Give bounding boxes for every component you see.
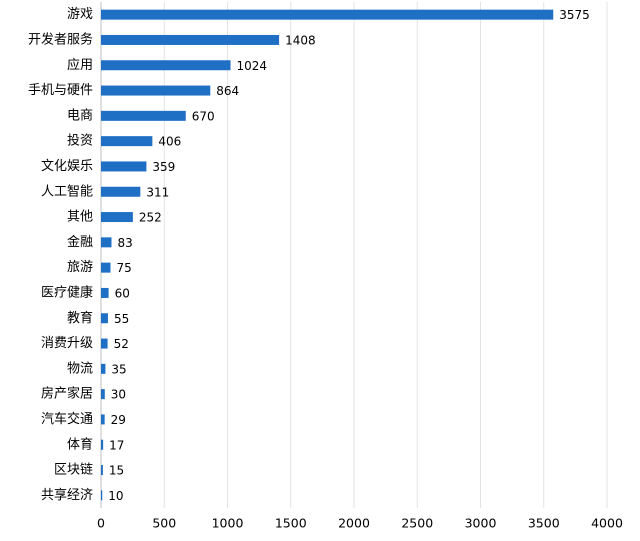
bar — [101, 60, 231, 71]
bar — [101, 363, 106, 374]
y-tick-label: 其他 — [67, 210, 93, 225]
y-tick-label: 物流 — [67, 361, 93, 376]
bar — [101, 389, 105, 400]
value-label: 29 — [111, 413, 126, 427]
bar — [101, 262, 111, 273]
value-label: 17 — [109, 438, 124, 452]
value-label: 75 — [116, 261, 131, 275]
y-tick-label: 区块链 — [54, 463, 93, 478]
bar — [101, 338, 108, 349]
x-tick-label: 0 — [97, 516, 105, 531]
x-tick-label: 1500 — [275, 516, 307, 531]
bar — [101, 186, 141, 197]
y-tick-label: 电商 — [67, 108, 93, 123]
bar — [101, 34, 280, 45]
x-tick-label: 2000 — [338, 516, 370, 531]
value-label: 55 — [114, 312, 129, 326]
value-label: 311 — [146, 185, 169, 199]
value-label: 35 — [111, 362, 126, 376]
bar — [101, 110, 186, 121]
y-tick-label: 文化娱乐 — [41, 159, 93, 174]
bar — [101, 85, 211, 96]
x-tick-label: 4000 — [591, 516, 623, 531]
x-tick-label: 2500 — [401, 516, 433, 531]
bar — [101, 313, 108, 324]
value-label: 3575 — [559, 8, 590, 22]
value-label: 406 — [158, 135, 181, 149]
bar — [101, 490, 103, 501]
y-tick-label: 消费升级 — [41, 336, 93, 351]
value-label: 30 — [111, 388, 126, 402]
y-tick-label: 手机与硬件 — [28, 83, 93, 98]
value-label: 15 — [109, 464, 124, 478]
y-tick-label: 金融 — [67, 234, 93, 250]
bar — [101, 439, 104, 450]
bar — [101, 414, 105, 425]
y-tick-label: 旅游 — [67, 260, 93, 275]
x-tick-label: 3000 — [465, 516, 497, 531]
value-label: 1024 — [237, 59, 268, 73]
bar — [101, 465, 103, 476]
value-label: 10 — [108, 489, 123, 503]
bar — [101, 237, 112, 248]
value-label: 670 — [192, 109, 215, 123]
y-tick-label: 房产家居 — [41, 386, 93, 402]
bar — [101, 9, 554, 20]
y-tick-label: 开发者服务 — [28, 31, 93, 47]
value-label: 60 — [115, 286, 130, 300]
x-tick-label: 3500 — [528, 516, 560, 531]
y-tick-label: 共享经济 — [41, 487, 93, 503]
y-tick-label: 体育 — [67, 436, 93, 452]
y-tick-label: 应用 — [67, 57, 93, 73]
x-tick-label: 1000 — [212, 516, 244, 531]
value-label: 83 — [117, 236, 132, 250]
y-tick-label: 游戏 — [67, 7, 93, 22]
bar — [101, 212, 133, 223]
bar — [101, 136, 153, 147]
value-label: 52 — [114, 337, 129, 351]
y-tick-label: 汽车交通 — [41, 411, 93, 427]
value-label: 359 — [152, 160, 175, 174]
value-label: 1408 — [285, 33, 316, 47]
y-tick-label: 医疗健康 — [41, 284, 93, 300]
bar — [101, 161, 147, 172]
x-tick-label: 500 — [152, 516, 176, 531]
bar — [101, 287, 109, 298]
value-label: 864 — [216, 84, 239, 98]
y-tick-label: 投资 — [67, 133, 93, 149]
value-label: 252 — [139, 211, 162, 225]
y-tick-label: 人工智能 — [41, 184, 93, 199]
y-tick-label: 教育 — [67, 310, 93, 326]
